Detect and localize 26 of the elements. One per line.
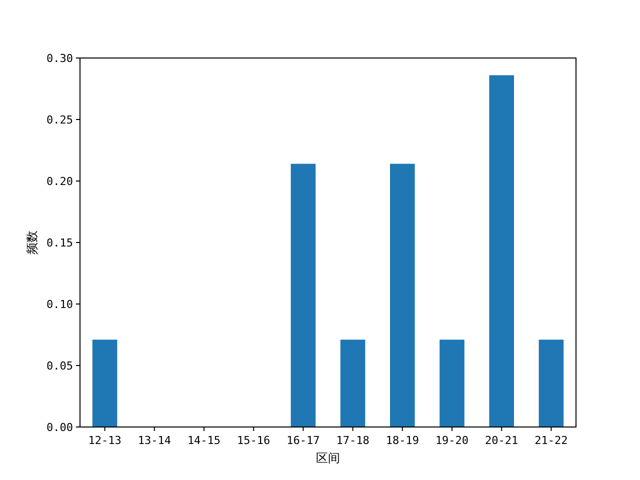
y-axis-title: 频数	[25, 230, 39, 254]
bar	[489, 75, 514, 427]
x-tick-label: 14-15	[187, 434, 221, 447]
x-tick-label: 15-16	[237, 434, 270, 447]
x-tick-label: 18-19	[386, 434, 419, 447]
y-tick-label: 0.05	[46, 360, 73, 372]
bar	[92, 340, 118, 427]
y-tick-label: 0.10	[46, 298, 73, 311]
x-tick-label: 13-14	[138, 434, 172, 447]
x-axis-title: 区间	[316, 451, 340, 465]
x-tick-label: 21-22	[534, 434, 568, 447]
x-tick-label: 12-13	[88, 434, 122, 447]
y-tick-label: 0.30	[46, 52, 73, 65]
y-tick-label: 0.15	[46, 236, 73, 250]
x-tick-label: 20-21	[485, 434, 518, 447]
y-tick-label: 0.20	[46, 175, 73, 188]
y-tick-label: 0.25	[46, 114, 73, 126]
x-tick-label: 19-20	[435, 434, 469, 447]
y-tick-label: 0.00	[46, 421, 73, 434]
bar	[340, 340, 366, 427]
bar	[538, 340, 564, 427]
bar	[390, 164, 415, 427]
bar	[440, 340, 464, 427]
x-tick-label: 17-18	[336, 434, 370, 447]
bar	[290, 164, 316, 427]
x-tick-label: 16-17	[286, 434, 320, 447]
